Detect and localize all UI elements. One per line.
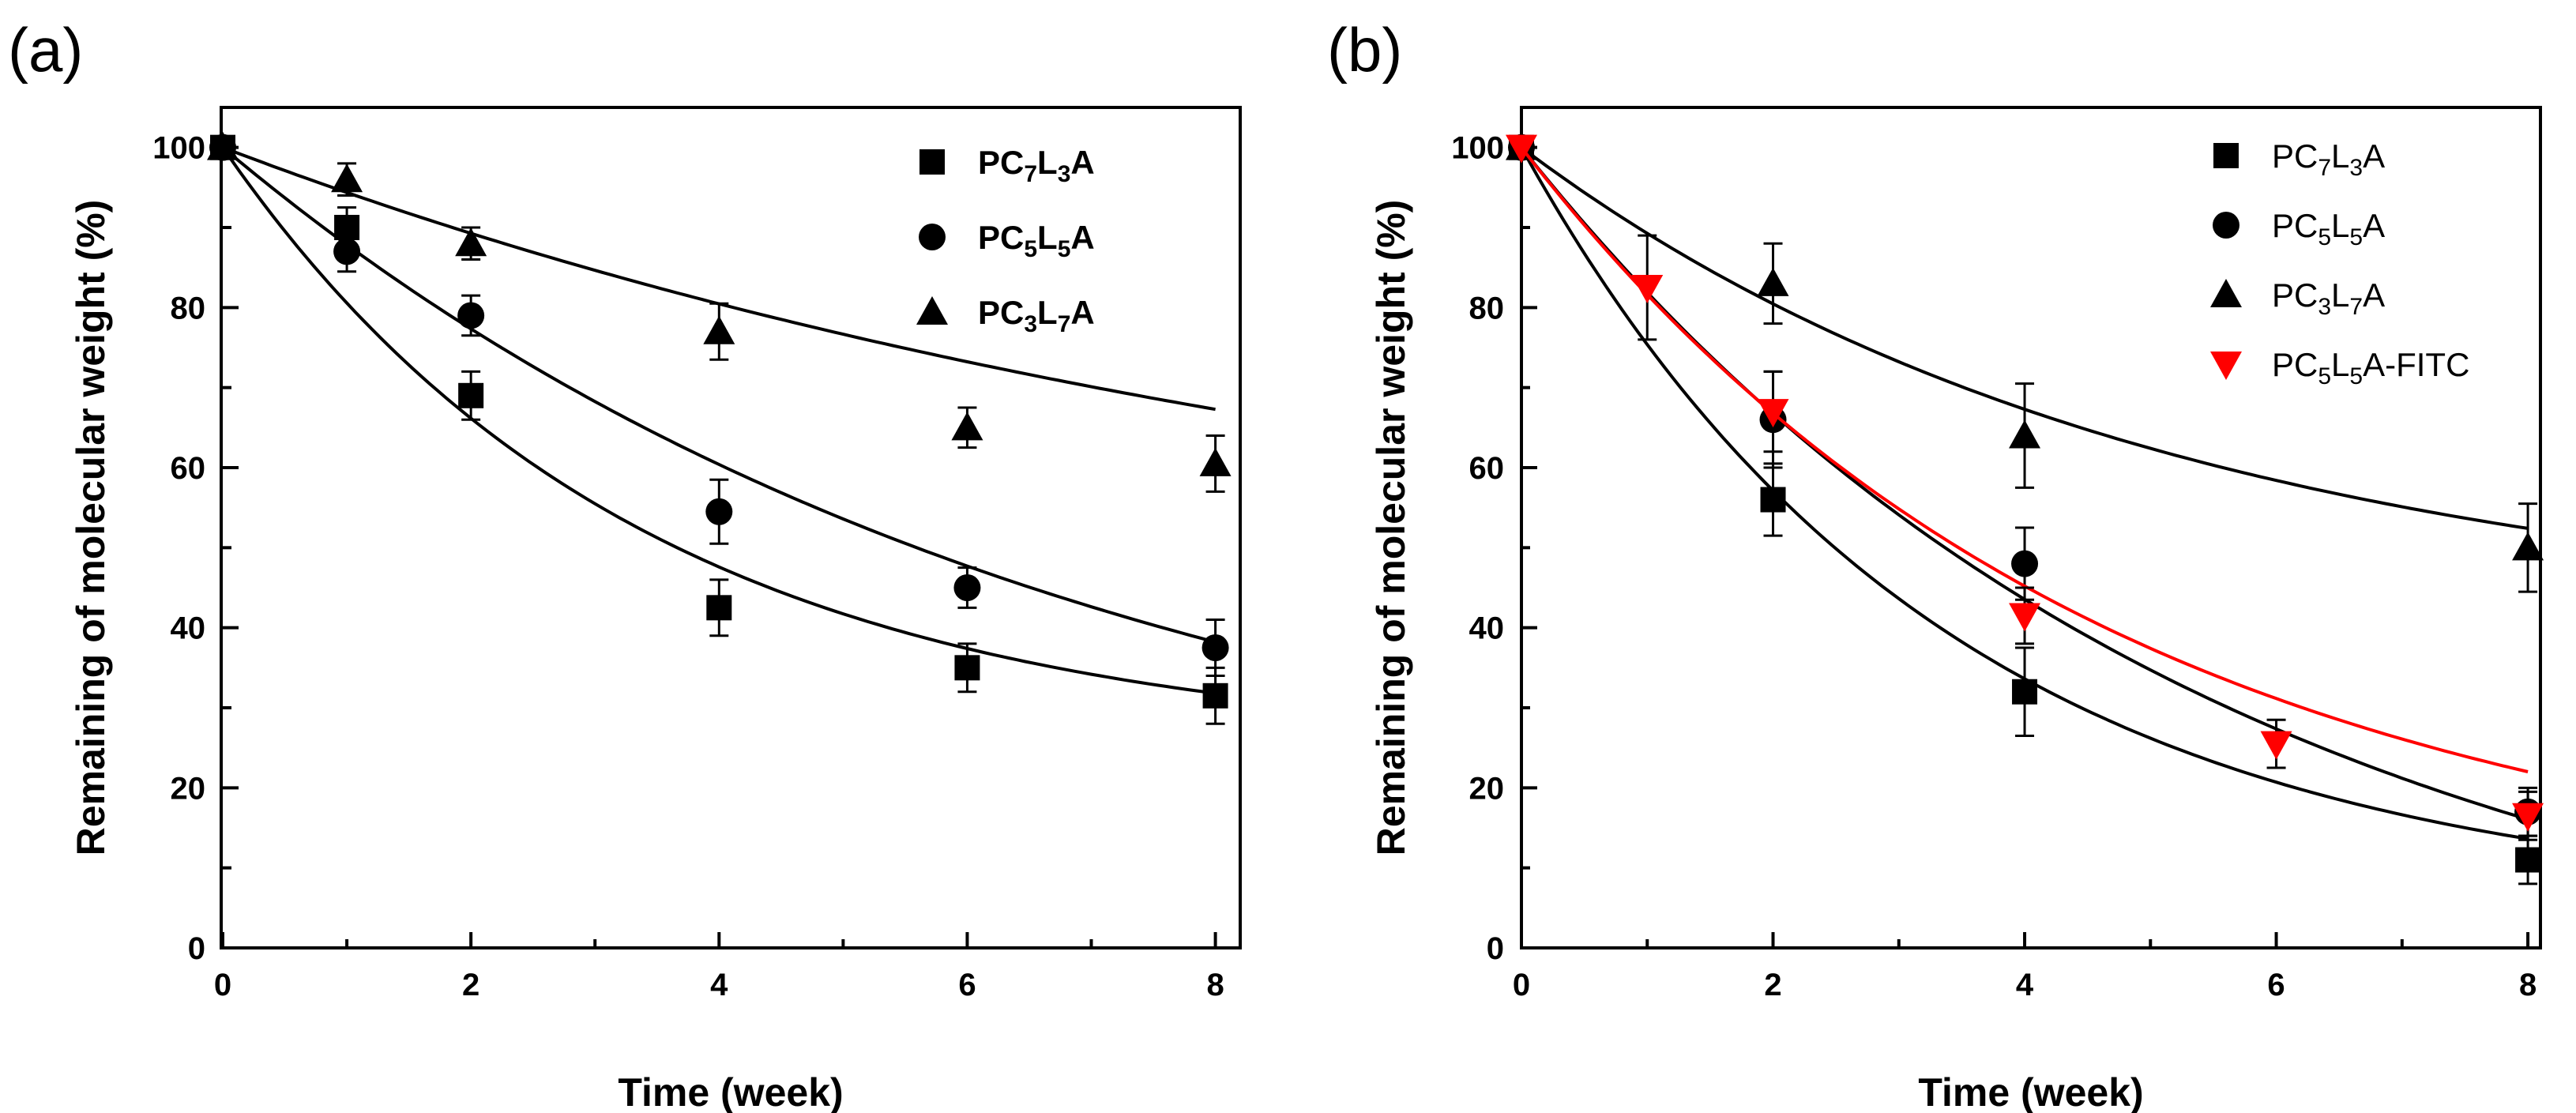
data-point (951, 412, 983, 441)
x-axis-title-a: Time (week) (618, 1070, 843, 1113)
data-point (954, 655, 980, 681)
fit-curve-PC5L5A-FITC (1520, 146, 2529, 773)
data-point (455, 227, 487, 257)
legend-marker (2210, 279, 2242, 307)
fit-curve-PC7L3A (221, 146, 1216, 695)
legend-label: PC7L3A (978, 144, 1095, 187)
legend-marker (2210, 352, 2242, 380)
x-tick-label: 4 (2016, 968, 2034, 1002)
data-point (1199, 447, 1232, 476)
chart-panel-b: Time (week) Remaining of molecular weigh… (1369, 106, 2544, 1113)
data-point (331, 164, 363, 193)
legend-marker (919, 224, 946, 250)
y-tick-label: 20 (171, 771, 206, 806)
plot-frame-a (220, 106, 1242, 949)
legend-label: PC3L7A (2272, 276, 2385, 320)
y-tick-label: 100 (152, 131, 205, 166)
data-point (1757, 267, 1789, 296)
data-point (1757, 399, 1789, 428)
data-point (457, 302, 485, 329)
y-axis-title-a: Remaining of molecular weight (%) (69, 200, 113, 856)
legend-entry-PC3L7A: PC3L7A (916, 294, 1095, 337)
data-point (1631, 275, 1664, 303)
y-tick-label: 80 (171, 291, 206, 325)
legend-label: PC5L5A-FITC (2272, 346, 2469, 389)
plot-frame-b (1520, 106, 2542, 949)
x-tick-label: 6 (2267, 968, 2285, 1002)
x-tick-label: 0 (1513, 968, 1530, 1002)
data-point (2011, 550, 2039, 577)
legend-entry-PC7L3A: PC7L3A (2213, 137, 2385, 181)
legend-entry-PC5L5A: PC5L5A (919, 219, 1095, 262)
x-tick-label: 8 (1206, 968, 1224, 1002)
x-tick-label: 6 (958, 968, 976, 1002)
data-point (2512, 532, 2544, 561)
legend-entry-PC7L3A: PC7L3A (919, 144, 1095, 187)
x-tick-label: 0 (214, 968, 231, 1002)
data-point (2260, 731, 2292, 760)
legend-marker (919, 149, 945, 175)
legend-label: PC5L5A (2272, 207, 2385, 250)
panel-label-a: (a) (8, 15, 83, 85)
data-point (2012, 679, 2038, 705)
x-axis-title-b: Time (week) (1918, 1070, 2143, 1113)
data-point (1506, 134, 1537, 164)
x-tick-label: 8 (2519, 968, 2537, 1002)
data-point (2009, 603, 2041, 632)
legend-label: PC3L7A (978, 294, 1095, 337)
data-point (953, 574, 981, 601)
data-point (1760, 487, 1786, 513)
legend-marker (2213, 143, 2239, 168)
y-tick-label: 0 (1487, 931, 1504, 966)
legend-marker (2213, 212, 2239, 239)
data-point (333, 238, 361, 265)
y-axis-title-b: Remaining of molecular weight (%) (1369, 200, 1413, 856)
data-point (458, 382, 484, 408)
x-tick-label: 4 (710, 968, 728, 1002)
y-tick-label: 0 (188, 931, 205, 966)
data-point (703, 315, 735, 344)
data-point (1202, 682, 1228, 709)
y-tick-label: 40 (1469, 611, 1505, 646)
x-tick-label: 2 (462, 968, 479, 1002)
data-point (207, 131, 239, 160)
data-point (2515, 847, 2541, 873)
data-point (705, 498, 733, 525)
data-point (1202, 634, 1229, 661)
fit-curve-PC5L5A (221, 146, 1217, 644)
y-tick-label: 60 (171, 451, 206, 486)
data-point (706, 595, 732, 621)
legend-entry-PC5L5A: PC5L5A (2213, 207, 2385, 250)
y-tick-label: 80 (1469, 291, 1505, 325)
y-tick-label: 100 (1451, 131, 1504, 166)
panel-label-b: (b) (1327, 15, 1402, 85)
y-tick-label: 60 (1469, 451, 1505, 486)
legend-entry-PC5L5A-FITC: PC5L5A-FITC (2210, 346, 2469, 389)
legend-label: PC5L5A (978, 219, 1095, 262)
legend-marker (916, 296, 948, 325)
data-point (2512, 803, 2544, 832)
y-tick-label: 40 (171, 611, 206, 646)
legend-entry-PC3L7A: PC3L7A (2210, 276, 2385, 320)
y-tick-label: 20 (1469, 771, 1505, 806)
data-point (2009, 419, 2041, 449)
legend-label: PC7L3A (2272, 137, 2385, 181)
x-tick-label: 2 (1764, 968, 1781, 1002)
chart-panel-a: Time (week) Remaining of molecular weigh… (69, 106, 1242, 1113)
